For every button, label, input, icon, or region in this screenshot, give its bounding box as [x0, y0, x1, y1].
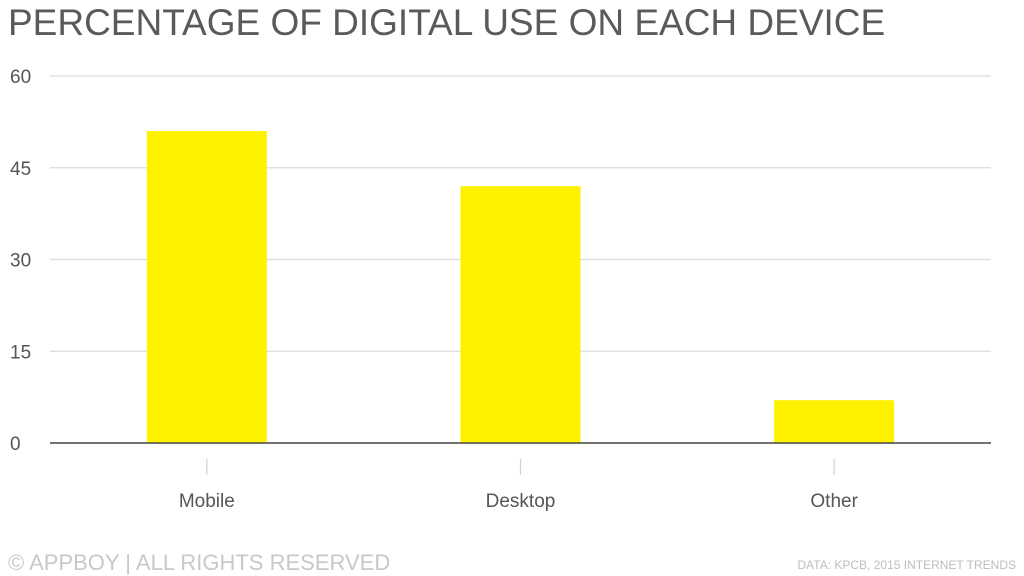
bar-mobile	[146, 131, 267, 444]
y-tick-label: 30	[10, 251, 31, 272]
data-source-text: DATA: KPCB, 2015 INTERNET TRENDS	[797, 558, 1016, 572]
y-tick-label: 60	[10, 67, 31, 88]
y-tick-label: 45	[10, 159, 31, 180]
x-tick-label: Other	[810, 491, 858, 512]
bar-other	[774, 400, 895, 443]
x-tick-label: Mobile	[179, 491, 235, 512]
chart-title: PERCENTAGE OF DIGITAL USE ON EACH DEVICE	[8, 2, 886, 43]
bar-desktop	[460, 186, 581, 443]
x-tick-label: Desktop	[486, 491, 556, 512]
y-tick-label: 0	[10, 434, 21, 455]
copyright-text: © APPBOY | ALL RIGHTS RESERVED	[8, 550, 391, 575]
y-tick-label: 15	[10, 342, 31, 363]
